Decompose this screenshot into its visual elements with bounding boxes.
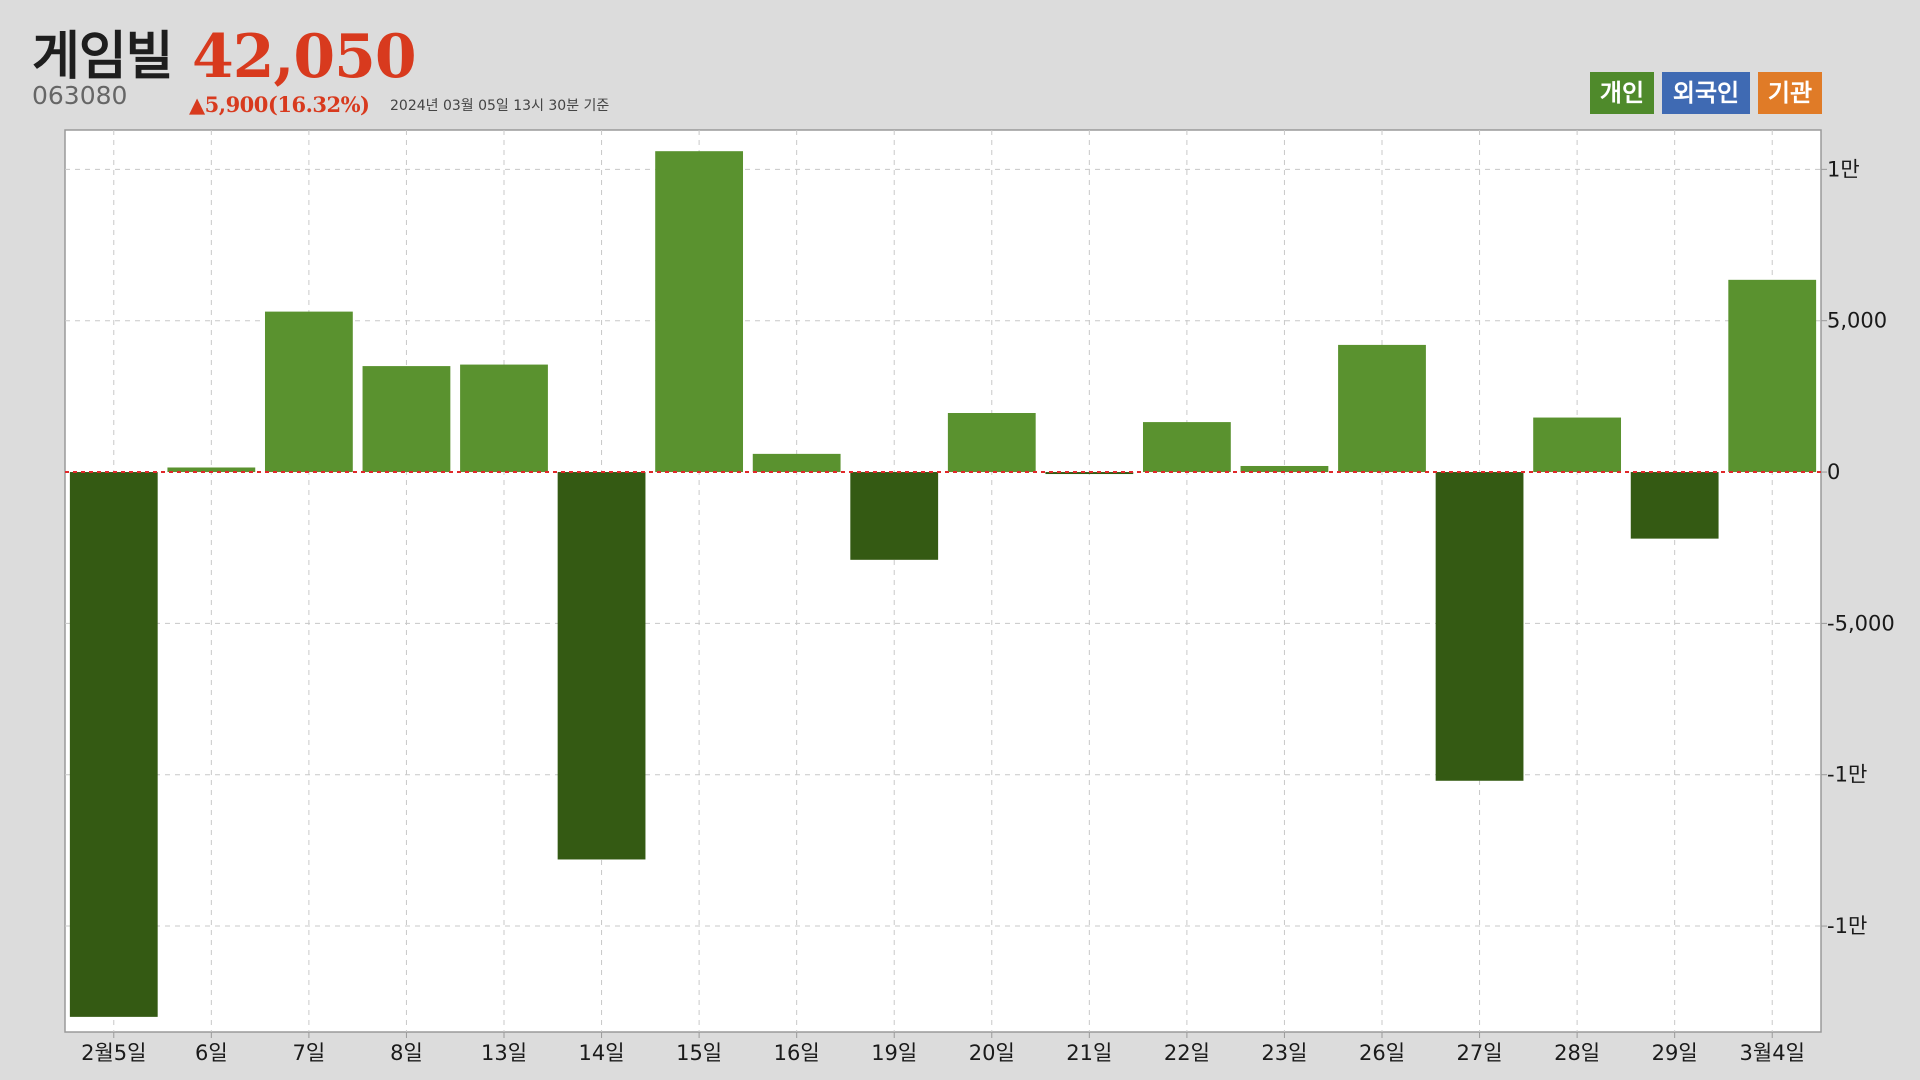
x-tick-label: 6일 — [195, 1041, 228, 1065]
y-tick-label: -1만 — [1827, 914, 1867, 938]
bar-2월5일[interactable] — [69, 472, 158, 1017]
x-tick-label: 20일 — [969, 1041, 1015, 1065]
x-tick-label: 14일 — [579, 1041, 625, 1065]
x-tick-label: 13일 — [481, 1041, 527, 1065]
legend-foreign-button[interactable]: 외국인 — [1662, 72, 1750, 114]
stock-code: 063080 — [32, 81, 128, 110]
bar-29일[interactable] — [1630, 472, 1719, 539]
plot-area — [64, 129, 1822, 1033]
x-tick-label: 23일 — [1261, 1041, 1307, 1065]
bar-3월4일[interactable] — [1728, 279, 1817, 473]
x-tick-label: 2월5일 — [81, 1041, 146, 1065]
bar-16일[interactable] — [752, 453, 841, 473]
x-tick-label: 16일 — [774, 1041, 820, 1065]
x-tick-label: 19일 — [871, 1041, 917, 1065]
bar-8일[interactable] — [362, 366, 451, 473]
x-tick-label: 27일 — [1457, 1041, 1503, 1065]
timestamp: 2024년 03월 05일 13시 30분 기준 — [390, 98, 610, 114]
x-tick-label: 28일 — [1554, 1041, 1600, 1065]
legend-individual-button[interactable]: 개인 — [1590, 72, 1654, 114]
bar-19일[interactable] — [850, 472, 939, 560]
bar-22일[interactable] — [1142, 422, 1231, 473]
x-axis: 2월5일 6일 7일 8일 13일 14일 15일 16일 19일 20일 21일 22일 23일 26일… — [81, 1032, 1805, 1065]
x-tick-label: 21일 — [1066, 1041, 1112, 1065]
y-tick-label: 5,000 — [1827, 309, 1887, 333]
x-tick-label: 15일 — [676, 1041, 722, 1065]
bar-6일[interactable] — [167, 467, 256, 473]
x-tick-label: 8일 — [390, 1041, 423, 1065]
bar-28일[interactable] — [1533, 417, 1622, 473]
x-tick-label: 7일 — [293, 1041, 326, 1065]
price-change: ▲5,900(16.32%) — [189, 92, 370, 117]
x-tick-label: 29일 — [1652, 1041, 1698, 1065]
y-tick-label: 0 — [1827, 460, 1840, 484]
current-price: 42,050 — [192, 22, 417, 92]
bar-27일[interactable] — [1435, 472, 1524, 781]
x-tick-label: 22일 — [1164, 1041, 1210, 1065]
x-tick-label: 3월4일 — [1740, 1041, 1805, 1065]
bar-7일[interactable] — [264, 311, 353, 473]
grid — [65, 130, 1821, 1032]
legend-institution-button[interactable]: 기관 — [1758, 72, 1822, 114]
bar-26일[interactable] — [1338, 344, 1426, 473]
x-tick-label: 26일 — [1359, 1041, 1405, 1065]
y-tick-label: -5,000 — [1827, 611, 1895, 635]
y-tick-label: -1만 — [1827, 763, 1867, 787]
y-tick-label: 1만 — [1827, 157, 1860, 181]
y-axis: 1만 5,000 0 -5,000 -1만 -1만 — [1821, 157, 1895, 938]
bar-13일[interactable] — [460, 364, 548, 473]
bar-14일[interactable] — [557, 472, 646, 860]
bar-23일[interactable] — [1240, 465, 1329, 473]
bar-20일[interactable] — [947, 413, 1036, 473]
bar-15일[interactable] — [655, 151, 744, 473]
bars — [69, 151, 1817, 1017]
stock-name: 게임빌 — [32, 27, 174, 87]
